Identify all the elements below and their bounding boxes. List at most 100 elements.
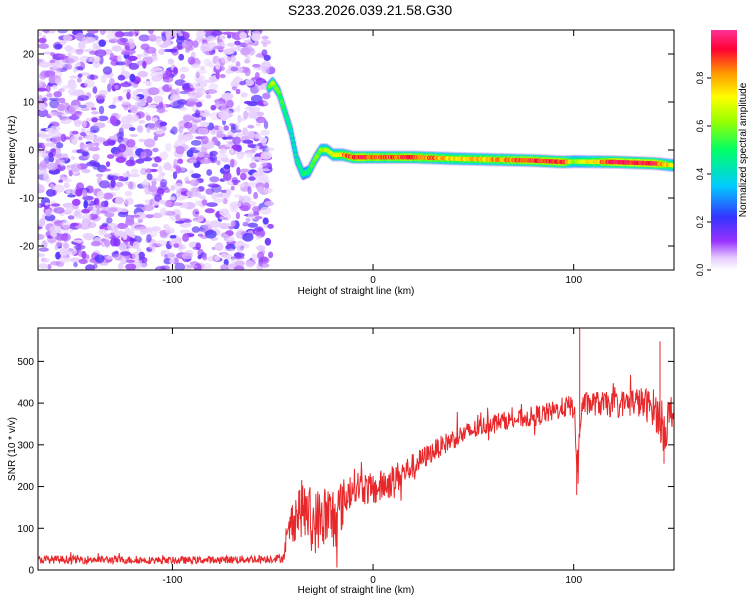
heatmap-noise-cell xyxy=(117,262,124,270)
heatmap-noise-cell xyxy=(163,200,173,208)
heatmap-noise-cell xyxy=(259,137,268,143)
heatmap-noise-cell xyxy=(234,265,245,270)
heatmap-noise-cell xyxy=(159,43,168,49)
heatmap-noise-cell xyxy=(239,81,247,86)
heatmap-noise-cell xyxy=(98,89,108,96)
heatmap-noise-cell xyxy=(62,35,73,41)
heatmap-noise-cell xyxy=(186,97,199,103)
heatmap-noise-cell xyxy=(114,84,119,90)
heatmap-ridge-cell xyxy=(292,147,297,153)
heatmap-noise-cell xyxy=(174,262,185,270)
heatmap-noise-cell xyxy=(71,163,81,172)
heatmap-noise-cell xyxy=(99,180,110,189)
heatmap-noise-cell xyxy=(96,190,105,200)
heatmap-noise-cell xyxy=(183,32,190,39)
heatmap-noise-cell xyxy=(226,99,234,109)
heatmap-noise-cell xyxy=(73,90,86,96)
heatmap-noise-cell xyxy=(121,115,131,125)
heatmap-noise-cell xyxy=(206,35,216,42)
heatmap-noise-cell xyxy=(248,176,256,181)
heatmap-noise-cell xyxy=(182,135,190,142)
heatmap-noise-cell xyxy=(75,49,84,55)
heatmap-noise-cell xyxy=(142,80,151,84)
colorbar-tick-label: 0.8 xyxy=(695,72,705,85)
heatmap-noise-cell xyxy=(172,100,185,109)
heatmap-noise-cell xyxy=(72,130,79,135)
heatmap-noise-cell xyxy=(96,208,101,216)
snr-x-axis: -100 0 100 xyxy=(162,328,582,586)
heatmap-noise-cell xyxy=(233,252,245,258)
heatmap-noise-cell xyxy=(54,43,63,50)
heatmap-noise-cell xyxy=(259,263,270,268)
heatmap-noise-cell xyxy=(117,143,127,153)
heatmap-noise-cell xyxy=(38,233,45,240)
heatmap-noise-cell xyxy=(49,148,56,152)
heatmap-noise-cell xyxy=(207,183,219,188)
heatmap-noise-cell xyxy=(138,120,146,124)
heatmap-noise-cell xyxy=(231,86,237,91)
heatmap-noise-cell xyxy=(204,47,214,52)
heatmap-noise-cell xyxy=(243,110,249,120)
heatmap-noise-cell xyxy=(121,42,130,46)
heatmap-noise-cell xyxy=(89,129,97,133)
heatmap-noise-cell xyxy=(198,127,209,135)
heatmap-noise-cell xyxy=(71,113,78,121)
heatmap-noise-cell xyxy=(211,246,216,251)
heatmap-noise-cell xyxy=(155,240,168,247)
heatmap-noise-cell xyxy=(152,147,159,153)
heatmap-noise-cell xyxy=(108,104,117,109)
heatmap-noise-cell xyxy=(39,218,46,227)
heatmap-noise-cell xyxy=(181,252,193,260)
heatmap-noise-cell xyxy=(38,170,45,175)
heatmap-noise-cell xyxy=(93,199,99,205)
heatmap-noise-cell xyxy=(256,186,265,193)
heatmap-noise-cell xyxy=(191,226,201,233)
heatmap-noise-cell xyxy=(106,217,113,224)
colorbar: 0.0 0.2 0.4 0.6 0.8 Normalized spectral ampl… xyxy=(695,30,749,276)
heatmap-noise-cell xyxy=(141,181,150,187)
heatmap-noise-cell xyxy=(50,203,61,207)
heatmap-noise-cell xyxy=(99,30,106,36)
heatmap-noise-cell xyxy=(57,30,68,34)
spectrogram-y-axis: -20 -10 0 10 20 xyxy=(20,50,674,253)
heatmap-noise-cell xyxy=(169,48,178,53)
heatmap-noise-cell xyxy=(67,52,72,57)
heatmap-noise-cell xyxy=(125,219,135,226)
heatmap-noise-cell xyxy=(154,194,162,203)
heatmap-noise-cell xyxy=(221,31,234,35)
heatmap-noise-cell xyxy=(199,195,207,200)
x-tick-label: 100 xyxy=(565,275,582,286)
heatmap-noise-cell xyxy=(67,194,76,198)
heatmap-noise-cell xyxy=(221,252,227,258)
heatmap-noise-cell xyxy=(148,185,158,193)
heatmap-noise-cell xyxy=(231,179,241,184)
heatmap-noise-cell xyxy=(254,216,263,220)
heatmap-noise-cell xyxy=(151,163,159,168)
heatmap-noise-cell xyxy=(178,133,184,141)
heatmap-noise-cell xyxy=(94,254,105,263)
heatmap-noise-cell xyxy=(118,242,127,251)
heatmap-noise-cell xyxy=(125,263,137,270)
heatmap-noise-cell xyxy=(236,105,241,113)
heatmap-noise-cell xyxy=(77,95,90,101)
heatmap-noise-cell xyxy=(78,258,88,265)
heatmap-noise-cell xyxy=(103,233,112,238)
heatmap-noise-cell xyxy=(99,261,109,266)
heatmap-noise-cell xyxy=(160,207,167,217)
heatmap-noise-cell xyxy=(48,151,54,158)
heatmap-noise-cell xyxy=(51,62,63,70)
heatmap-noise-cell xyxy=(95,173,104,178)
x-tick-label: -100 xyxy=(162,275,182,286)
heatmap-noise-cell xyxy=(102,66,113,75)
heatmap-noise-cell xyxy=(138,251,145,259)
heatmap-noise-cell xyxy=(105,74,113,79)
heatmap-noise-cell xyxy=(251,206,261,213)
heatmap-noise-cell xyxy=(262,179,272,183)
heatmap-noise-cell xyxy=(109,135,118,140)
heatmap-noise-cell xyxy=(55,241,63,247)
heatmap-noise-cell xyxy=(82,144,88,150)
heatmap-noise-cell xyxy=(255,116,267,124)
heatmap-noise-cell xyxy=(235,122,240,131)
heatmap-noise-cell xyxy=(83,199,88,209)
